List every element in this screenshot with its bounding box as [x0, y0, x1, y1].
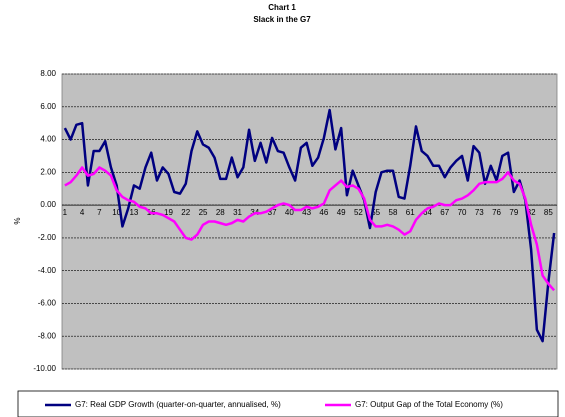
x-tick-label: 49	[337, 208, 346, 217]
x-tick-label: 25	[199, 208, 208, 217]
legend-label: G7: Output Gap of the Total Economy (%)	[355, 400, 503, 409]
x-tick-label: 22	[181, 208, 190, 217]
x-tick-label: 85	[544, 208, 553, 217]
x-tick-label: 73	[475, 208, 484, 217]
y-tick-label: 6.00	[40, 102, 56, 111]
x-tick-label: 55	[371, 208, 380, 217]
y-tick-label: -8.00	[38, 331, 57, 340]
y-tick-label: -2.00	[38, 233, 57, 242]
data-line	[63, 108, 556, 343]
x-tick-label: 46	[319, 208, 328, 217]
x-tick-label: 19	[164, 208, 173, 217]
x-tick-label: 64	[423, 208, 432, 217]
x-tick-label: 82	[527, 208, 536, 217]
x-tick-label: 37	[268, 208, 277, 217]
y-tick-label: 0.00	[40, 200, 56, 209]
y-tick-label: 2.00	[40, 167, 56, 176]
x-tick-label: 79	[509, 208, 518, 217]
x-tick-label: 70	[458, 208, 467, 217]
x-tick-label: 52	[354, 208, 363, 217]
y-tick-label: -10.00	[33, 364, 56, 373]
x-tick-label: 43	[302, 208, 311, 217]
x-tick-label: 67	[440, 208, 449, 217]
x-tick-label: 4	[80, 208, 85, 217]
x-tick-label: 13	[129, 208, 138, 217]
legend-label: G7: Real GDP Growth (quarter-on-quarter,…	[75, 400, 281, 409]
x-tick-label: 10	[112, 208, 121, 217]
x-tick-label: 31	[233, 208, 242, 217]
x-tick-label: 61	[406, 208, 415, 217]
x-tick-label: 58	[389, 208, 398, 217]
y-tick-label: -6.00	[38, 299, 57, 308]
y-axis-label: %	[13, 217, 22, 224]
y-tick-label: -4.00	[38, 266, 57, 275]
plot-area	[61, 73, 558, 370]
y-tick-label: 4.00	[40, 135, 56, 144]
x-tick-label: 7	[97, 208, 102, 217]
data-line	[64, 166, 556, 292]
x-tick-label: 1	[63, 208, 68, 217]
x-tick-label: 76	[492, 208, 501, 217]
x-tick-label: 40	[285, 208, 294, 217]
x-tick-label: 28	[216, 208, 225, 217]
chart-subtitle: Slack in the G7	[253, 15, 311, 24]
chart-title: Chart 1	[268, 3, 296, 12]
y-tick-label: 8.00	[40, 69, 56, 78]
legend-box	[17, 390, 559, 417]
